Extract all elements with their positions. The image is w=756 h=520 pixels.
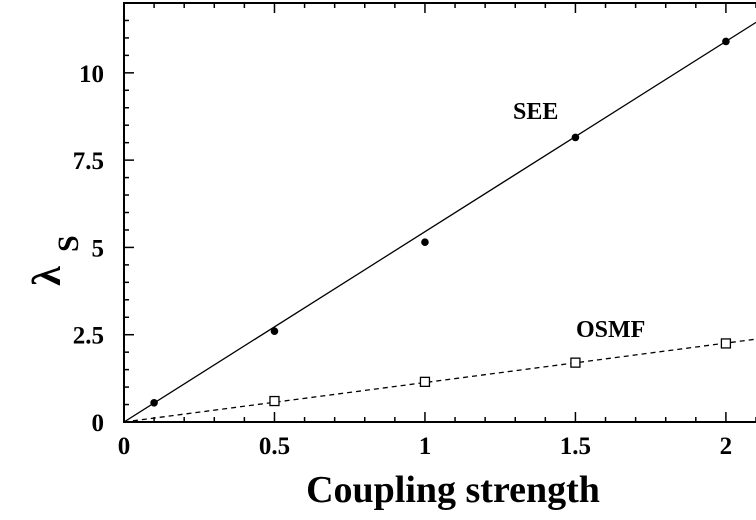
y-axis-title-subscript: S: [52, 235, 85, 252]
y-axis-title-symbol: λ: [24, 266, 69, 286]
y-tick-label: 0: [92, 410, 105, 437]
fit-line-osmf: [123, 338, 756, 423]
data-point-see: [722, 37, 730, 46]
series-label-osmf: OSMF: [576, 317, 645, 343]
data-point-see: [150, 398, 158, 407]
y-axis-title: λ S: [24, 235, 85, 286]
y-tick-label: 7.5: [73, 148, 104, 175]
data-point-osmf: [419, 376, 431, 387]
fit-line-see: [123, 21, 756, 423]
data-point-see: [571, 133, 580, 142]
x-tick-label: 1.5: [560, 433, 591, 460]
plot-frame: [123, 2, 756, 423]
x-tick-label: 0.5: [259, 433, 290, 460]
data-point-osmf: [720, 338, 732, 349]
x-tick-label: 0: [118, 433, 131, 460]
fit-lines-layer: [123, 21, 756, 423]
y-tick-label: 5: [92, 235, 105, 262]
data-points-layer: [150, 37, 732, 407]
x-tick-label: 2: [720, 433, 733, 460]
data-point-osmf: [269, 395, 280, 407]
series-label-see: SEE: [513, 99, 558, 125]
y-tick-label: 10: [79, 61, 104, 88]
data-point-see: [270, 327, 279, 336]
axes-layer: 0 0.5 1 1.5 2 0 2.5 5 7.5 10: [73, 2, 756, 460]
data-point-see: [421, 238, 429, 246]
x-axis-title: Coupling strength: [306, 469, 600, 511]
y-tick-label: 2.5: [73, 323, 104, 350]
x-tick-label: 1: [419, 433, 432, 460]
labels-layer: SEE OSMF Coupling strength λ S: [24, 99, 645, 511]
data-point-osmf: [570, 357, 581, 368]
